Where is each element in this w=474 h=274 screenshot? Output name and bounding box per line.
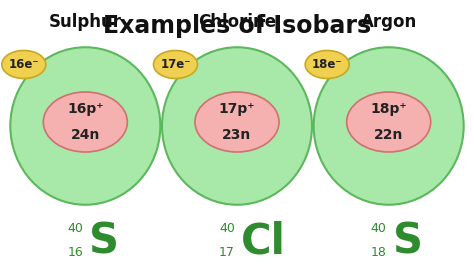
Text: 16p⁺: 16p⁺: [67, 102, 104, 116]
Text: Sulphur: Sulphur: [49, 13, 122, 31]
Ellipse shape: [43, 92, 128, 152]
Ellipse shape: [154, 50, 198, 78]
Text: S: S: [89, 221, 119, 263]
Ellipse shape: [2, 50, 46, 78]
Text: 18p⁺: 18p⁺: [370, 102, 407, 116]
Text: 24n: 24n: [71, 128, 100, 142]
Ellipse shape: [195, 92, 279, 152]
Ellipse shape: [10, 47, 160, 205]
Text: 17: 17: [219, 247, 235, 259]
Text: 17p⁺: 17p⁺: [219, 102, 255, 116]
Text: Examples of Isobars: Examples of Isobars: [103, 14, 371, 38]
Ellipse shape: [162, 47, 312, 205]
Text: Chlorine: Chlorine: [198, 13, 276, 31]
Text: Cl: Cl: [241, 221, 286, 263]
Ellipse shape: [314, 47, 464, 205]
Ellipse shape: [346, 92, 431, 152]
Text: 22n: 22n: [374, 128, 403, 142]
Text: 16e⁻: 16e⁻: [9, 58, 39, 71]
Text: 16: 16: [68, 247, 83, 259]
Text: Argon: Argon: [361, 13, 417, 31]
Text: 40: 40: [371, 222, 387, 235]
Text: 18e⁻: 18e⁻: [312, 58, 343, 71]
Text: 18: 18: [371, 247, 387, 259]
Ellipse shape: [305, 50, 349, 78]
Text: 40: 40: [219, 222, 235, 235]
Text: 17e⁻: 17e⁻: [160, 58, 191, 71]
Text: S: S: [392, 221, 423, 263]
Text: 40: 40: [67, 222, 83, 235]
Text: 23n: 23n: [222, 128, 252, 142]
